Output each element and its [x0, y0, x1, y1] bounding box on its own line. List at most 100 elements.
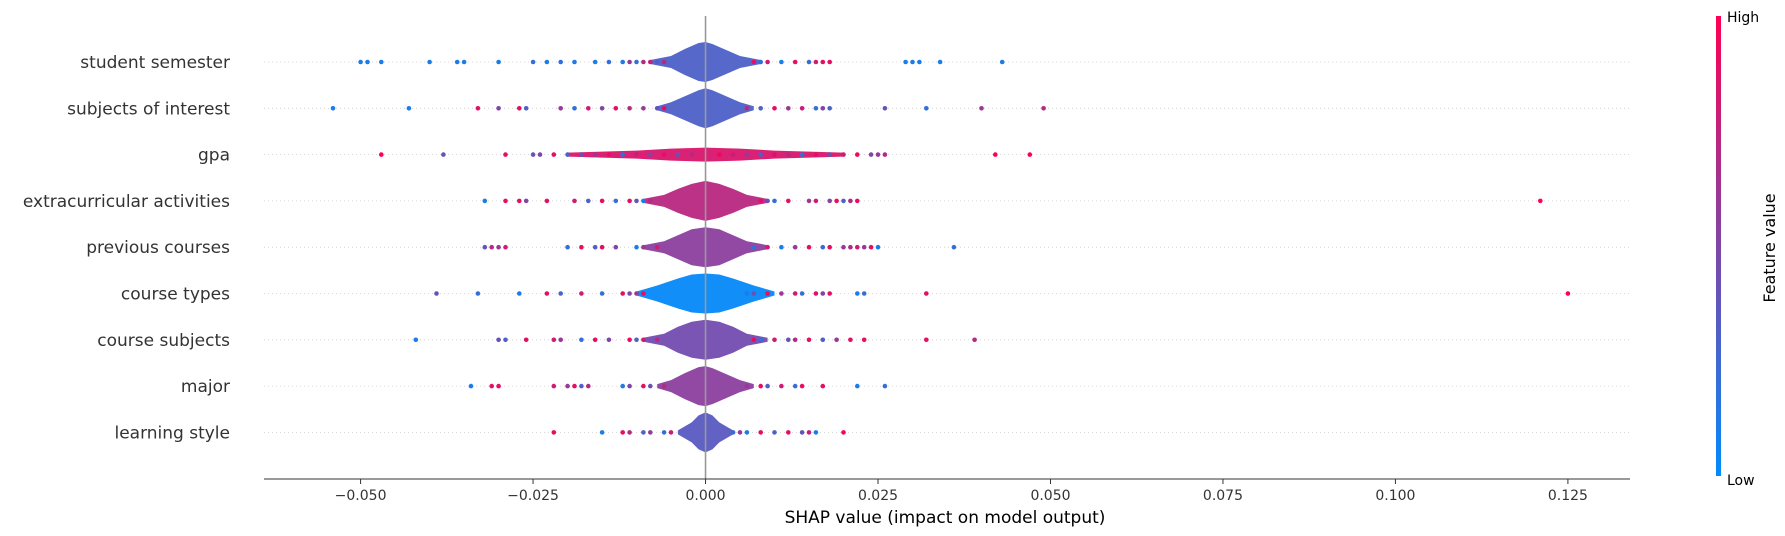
- shap-point: [551, 383, 557, 389]
- shap-point: [813, 198, 819, 204]
- shap-point: [661, 383, 667, 389]
- x-tick-label: 0.125: [1548, 488, 1588, 504]
- shap-point: [875, 244, 881, 250]
- shap-point: [503, 244, 508, 250]
- x-tick-label: 0.100: [1375, 488, 1415, 504]
- shap-point: [689, 152, 694, 157]
- data-points: [330, 59, 1571, 435]
- shap-point: [641, 430, 646, 435]
- shap-point: [806, 198, 812, 204]
- shap-point: [744, 291, 750, 296]
- shap-point: [482, 198, 488, 204]
- shap-point: [482, 244, 488, 250]
- feature-label: learning style: [114, 423, 230, 443]
- colorbar: High Low Feature value: [1716, 10, 1779, 489]
- shap-point: [806, 59, 812, 65]
- shap-point: [558, 291, 563, 296]
- shap-point: [365, 59, 370, 65]
- shap-point: [572, 198, 577, 204]
- shap-point: [765, 244, 770, 250]
- shap-point: [627, 383, 632, 389]
- shap-point: [910, 59, 915, 65]
- shap-point: [758, 383, 763, 389]
- shap-point: [579, 244, 584, 250]
- shap-point: [848, 244, 853, 250]
- colorbar-gradient: [1716, 16, 1721, 476]
- shap-point: [406, 106, 412, 111]
- shap-point: [627, 337, 632, 343]
- shap-point: [813, 106, 819, 111]
- x-tick-label: 0.075: [1203, 488, 1243, 504]
- colorbar-title: Feature value: [1760, 193, 1779, 302]
- shap-point: [434, 291, 439, 296]
- shap-point: [503, 337, 508, 343]
- shap-point: [654, 106, 660, 111]
- shap-point: [751, 291, 757, 296]
- shap-point: [441, 152, 446, 157]
- shap-point: [917, 59, 922, 65]
- shap-point: [627, 198, 632, 204]
- shap-point: [544, 198, 550, 204]
- feature-label: subjects of interest: [67, 99, 230, 119]
- shap-point: [772, 152, 777, 157]
- shap-point: [489, 244, 495, 250]
- shap-point: [634, 244, 639, 250]
- shap-point: [875, 152, 881, 157]
- shap-point: [1565, 291, 1571, 296]
- shap-point: [517, 291, 522, 296]
- shap-point: [841, 152, 846, 157]
- shap-point: [599, 198, 605, 204]
- shap-point: [751, 244, 757, 250]
- shap-point: [751, 337, 757, 343]
- feature-labels: student semester subjects of interest gpa e…: [23, 53, 230, 443]
- shap-point: [654, 337, 660, 343]
- x-axis: −0.050 −0.025 0.000 0.025 0.050 0.075 0.100 0.1…: [264, 478, 1630, 504]
- shap-point: [765, 291, 770, 296]
- shap-point: [827, 291, 832, 296]
- shap-point: [530, 59, 536, 65]
- shap-point: [758, 152, 763, 157]
- shap-point: [772, 106, 777, 111]
- shap-point: [551, 430, 557, 435]
- shap-point: [648, 430, 653, 435]
- colorbar-high-label: High: [1727, 10, 1759, 26]
- shap-point: [937, 59, 943, 65]
- shap-point: [517, 106, 522, 111]
- shap-point: [579, 291, 584, 296]
- feature-label: course types: [121, 285, 230, 305]
- shap-point: [1538, 198, 1543, 204]
- shap-point: [758, 430, 763, 435]
- shap-point: [661, 106, 667, 111]
- shap-point: [792, 59, 798, 65]
- shap-point: [620, 152, 625, 157]
- shap-point: [530, 152, 536, 157]
- shap-point: [999, 59, 1005, 65]
- shap-point: [792, 244, 798, 250]
- shap-point: [668, 430, 674, 435]
- shap-point: [606, 59, 612, 65]
- x-tick-label: 0.000: [685, 488, 725, 504]
- feature-label: gpa: [198, 146, 230, 166]
- shap-point: [855, 244, 860, 250]
- x-tick-label: −0.050: [335, 488, 387, 504]
- shap-point: [634, 291, 639, 296]
- shap-point: [558, 337, 563, 343]
- shap-point: [661, 430, 667, 435]
- shap-point: [496, 383, 501, 389]
- shap-point: [924, 291, 929, 296]
- shap-point: [599, 430, 605, 435]
- shap-point: [924, 106, 929, 111]
- shap-point: [799, 430, 805, 435]
- shap-point: [379, 152, 384, 157]
- shap-point: [648, 152, 653, 157]
- shap-point: [620, 430, 625, 435]
- shap-point: [523, 198, 529, 204]
- shap-point: [765, 198, 770, 204]
- shap-point: [641, 291, 646, 296]
- shap-point: [972, 337, 977, 343]
- shap-point: [841, 244, 846, 250]
- shap-point: [413, 337, 419, 343]
- shap-point: [592, 152, 598, 157]
- shap-point: [820, 337, 826, 343]
- shap-point: [475, 291, 481, 296]
